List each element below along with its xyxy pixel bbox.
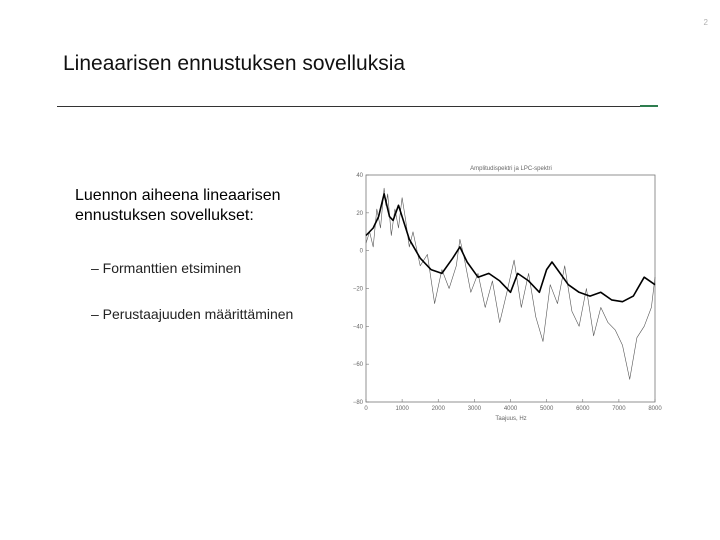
title-accent-mark <box>640 105 658 107</box>
x-tick-label: 1000 <box>395 406 409 412</box>
x-tick-label: 2000 <box>432 406 446 412</box>
y-tick-label: 20 <box>356 211 363 217</box>
chart-title: Amplitudispektri ja LPC-spektri <box>470 166 552 172</box>
lpc-envelope-line <box>365 193 656 303</box>
plot-frame <box>365 174 656 403</box>
spectrum-figure: Amplitudispektri ja LPC-spektri 40 20 0 −20… <box>343 162 673 424</box>
x-axis-label: Taajuus, Hz <box>495 416 526 422</box>
x-tick-label: 3000 <box>468 406 482 412</box>
y-axis: 40 20 0 −20 −40 −60 −80 <box>353 173 369 406</box>
y-tick-label: −40 <box>353 324 364 330</box>
x-axis: 0 1000 2000 3000 4000 5000 6000 7000 8000 <box>364 399 662 412</box>
x-tick-label: 0 <box>364 406 368 412</box>
x-tick-label: 8000 <box>648 406 662 412</box>
y-tick-label: −20 <box>353 287 364 293</box>
spectrum-chart: Amplitudispektri ja LPC-spektri 40 20 0 −20… <box>353 166 663 422</box>
page-number: 2 <box>703 18 708 27</box>
lead-text: Luennon aiheena lineaarisen ennustuksen … <box>75 187 281 224</box>
x-tick-label: 5000 <box>540 406 554 412</box>
amplitude-spectrum-line <box>365 187 656 380</box>
x-tick-label: 7000 <box>612 406 626 412</box>
y-tick-label: −80 <box>353 400 364 406</box>
title-divider <box>57 106 657 107</box>
y-tick-label: 40 <box>356 173 363 179</box>
bullet-pitch: – Perustaajuuden määrittäminen <box>91 306 294 322</box>
y-tick-label: 0 <box>360 249 364 255</box>
bullet-formants: – Formanttien etsiminen <box>91 260 242 276</box>
slide-title: Lineaarisen ennustuksen sovelluksia <box>63 52 406 75</box>
x-tick-label: 6000 <box>576 406 590 412</box>
y-tick-label: −60 <box>353 362 364 368</box>
slide-body: Luennon aiheena lineaarisen ennustuksen … <box>75 186 345 322</box>
x-tick-label: 4000 <box>504 406 518 412</box>
series-layer <box>365 187 656 380</box>
